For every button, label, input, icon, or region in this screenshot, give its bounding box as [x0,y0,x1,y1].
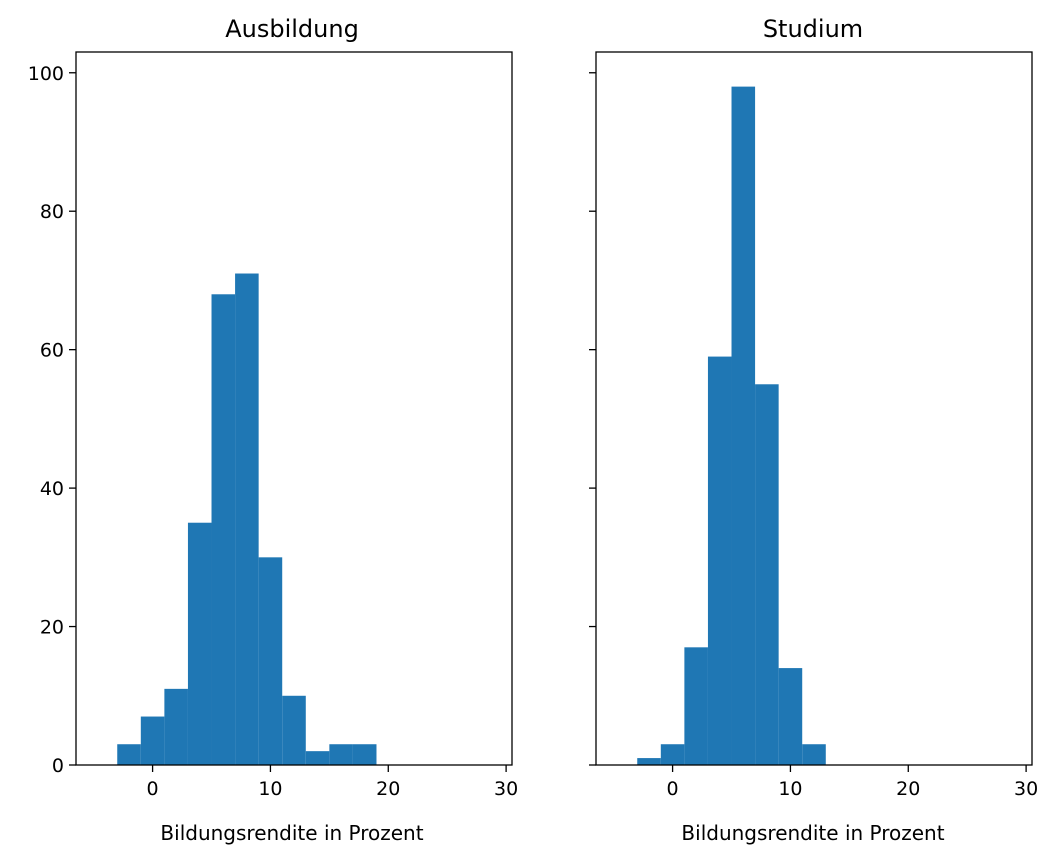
histogram-bar [352,744,377,765]
x-axis-label: Bildungsrendite in Prozent [681,821,944,845]
panel-title: Studium [763,15,863,43]
axes-frame [595,51,1033,766]
x-tick-label: 10 [258,778,282,800]
histogram-bar [778,668,803,765]
x-tick-label: 0 [667,778,679,800]
histogram-bar [660,744,685,765]
x-tick-label: 20 [376,778,400,800]
histogram-bar [755,384,779,765]
x-tick-label: 30 [1014,778,1037,800]
x-tick-label: 20 [896,778,920,800]
y-tick-label: 0 [52,755,64,777]
histogram-bar [802,744,826,765]
y-tick-label: 60 [40,340,64,362]
panel-title: Ausbildung [225,15,359,43]
histogram-bar [164,688,188,765]
histogram-bar [117,744,141,765]
histogram-bar [329,744,353,765]
histogram-bar [187,522,212,765]
histogram-panel-ausbildung: Ausbildung Bildungsrendite in Prozent 0 1… [28,15,518,845]
histogram-bar [258,557,283,765]
histogram-bar [305,751,330,765]
x-tick-label: 10 [778,778,802,800]
y-tick-label: 80 [40,201,64,223]
axes-frame [75,51,513,766]
histogram-bar [140,716,165,765]
y-tick-label: 40 [40,478,64,500]
x-tick-label: 30 [494,778,518,800]
histogram-bar [731,86,756,766]
histogram-bar [211,294,236,765]
histogram-bar [684,647,708,765]
histogram-bar [637,758,661,765]
histogram-bar [282,695,306,765]
x-tick-label: 0 [147,778,159,800]
histogram-bar [235,273,259,765]
histogram-bar [707,356,732,765]
x-axis-label: Bildungsrendite in Prozent [160,821,423,845]
y-tick-label: 20 [40,617,64,639]
y-tick-label: 100 [28,63,64,85]
histogram-panel-studium: Studium Bildungsrendite in Prozent 0 10 20… [589,15,1037,845]
